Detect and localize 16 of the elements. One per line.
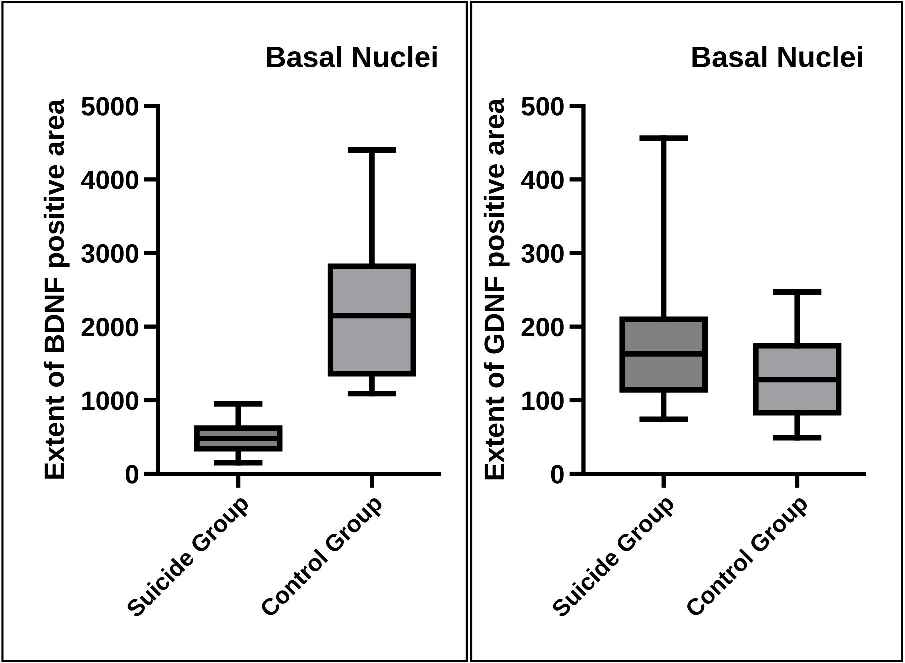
y-tick-label: 0 — [551, 465, 564, 484]
y-tick-label: 5000 — [82, 97, 139, 116]
y-tick-label: 1000 — [82, 392, 139, 410]
y-tick-label: 300 — [522, 244, 564, 264]
y-tick-label: 500 — [522, 97, 564, 116]
y-axis-title: Extent of GDNF positive area — [484, 98, 510, 480]
y-tick-label: 4000 — [81, 170, 139, 190]
y-tick-label: 100 — [522, 392, 564, 410]
y-axis-title: Extent of BDNF positive area — [44, 99, 70, 479]
chart-title: Basal Nuclei — [267, 46, 437, 68]
y-tick-label: 400 — [521, 170, 564, 190]
y-tick-label: 200 — [522, 318, 564, 337]
y-tick-label: 3000 — [82, 244, 139, 264]
y-tick-label: 0 — [126, 465, 139, 484]
chart-title: Basal Nuclei — [692, 46, 862, 68]
y-tick-label: 2000 — [82, 318, 139, 337]
